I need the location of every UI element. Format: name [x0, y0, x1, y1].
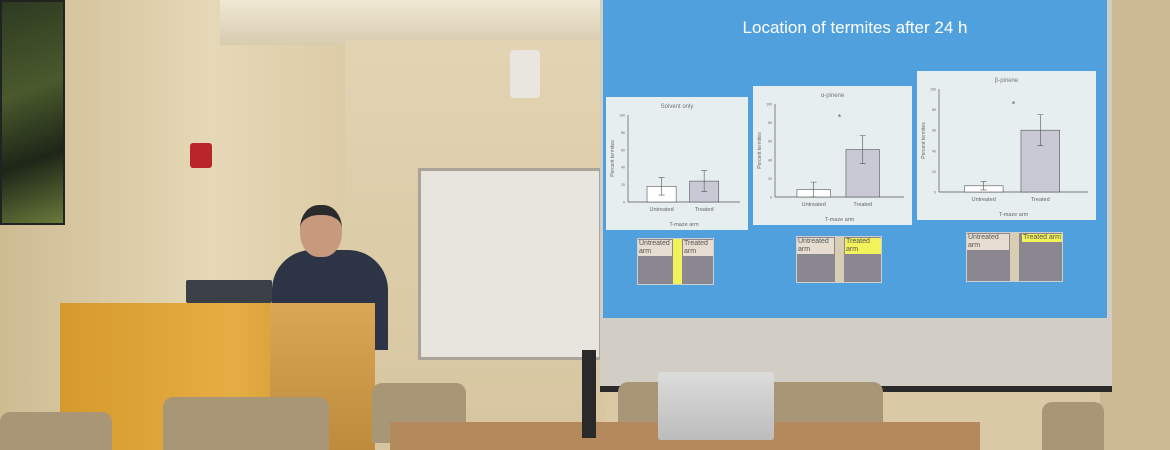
chart-alpha-pinene: α-pinene 0 20 40 60 80 100 Percent termites T-ma…	[753, 86, 912, 225]
y-axis-label: Percent termites	[921, 122, 927, 159]
y-tick-label: 20	[932, 170, 936, 174]
y-tick-label: 40	[768, 158, 772, 162]
treated-arm-label: Treated arm	[1022, 234, 1062, 242]
y-tick-label: 80	[768, 121, 772, 125]
y-tick-label: 20	[768, 177, 772, 181]
y-tick-label: 40	[621, 166, 625, 170]
chair	[163, 397, 329, 450]
error-bar	[1037, 114, 1044, 146]
ceiling-speaker	[510, 50, 540, 98]
treated-arm-label: Treated arm	[683, 240, 713, 256]
chart-solvent-only: Solvent only 0 20 40 60 80 100 Percent termites…	[606, 97, 748, 230]
untreated-arm-label: Untreated arm	[638, 240, 672, 256]
x-tick-label: Untreated	[972, 197, 996, 203]
chart-beta-pinene: β-pinene 0 20 40 60 80 100 Percent termites T-ma…	[917, 71, 1096, 220]
chart-title: α-pinene	[821, 93, 845, 99]
error-bar	[980, 181, 987, 191]
y-tick-label: 20	[621, 183, 625, 187]
untreated-arm-label: Untreated arm	[967, 234, 1009, 250]
tmaze-photo: Untreated arm Treated arm	[637, 238, 714, 285]
y-tick-label: 80	[621, 131, 625, 135]
x-tick-label: Treated	[695, 207, 714, 213]
tmaze-photo: Untreated arm Treated arm	[966, 232, 1063, 282]
chair	[1042, 402, 1104, 450]
y-tick-label: 60	[768, 140, 772, 144]
slide-title: Location of termites after 24 h	[742, 18, 968, 37]
wall-painting	[0, 0, 65, 225]
x-tick-label: Treated	[853, 202, 872, 208]
bar	[845, 149, 880, 198]
camera-tripod	[582, 350, 596, 438]
tmaze-stem	[835, 237, 844, 282]
fire-alarm	[190, 143, 212, 168]
treated-arm-label: Treated arm	[845, 238, 881, 254]
x-axis-label: T-maze arm	[669, 222, 699, 228]
x-tick-label: Untreated	[650, 207, 674, 213]
chart-title: β-pinene	[995, 78, 1019, 84]
y-tick-label: 100	[930, 88, 936, 92]
error-bar	[701, 170, 708, 192]
untreated-arm-label: Untreated arm	[797, 238, 834, 254]
significance-marker: *	[1012, 100, 1016, 110]
projected-slide: Location of termites after 24 h Solvent …	[603, 0, 1107, 318]
chair	[0, 412, 112, 450]
y-axis-label: Percent termites	[757, 132, 763, 169]
y-tick-label: 100	[766, 103, 772, 107]
y-tick-label: 60	[621, 148, 625, 152]
y-tick-label: 80	[932, 108, 936, 112]
laptop	[658, 372, 774, 440]
y-tick-label: 60	[932, 129, 936, 133]
y-tick-label: 0	[770, 196, 772, 200]
tmaze-stem	[1010, 233, 1019, 281]
y-tick-label: 40	[932, 149, 936, 153]
y-tick-label: 0	[934, 191, 936, 195]
significance-marker: *	[838, 113, 842, 123]
x-tick-label: Treated	[1031, 197, 1050, 203]
tmaze-stem	[673, 239, 682, 284]
x-axis-label: T-maze arm	[825, 217, 855, 223]
error-bar	[810, 181, 817, 198]
y-tick-label: 100	[619, 114, 625, 118]
podium-laptop	[186, 280, 272, 303]
error-bar	[658, 177, 665, 196]
presenter-head	[300, 205, 342, 257]
x-axis-label: T-maze arm	[999, 212, 1029, 218]
error-bar	[859, 135, 866, 164]
whiteboard	[418, 168, 602, 360]
y-axis-label: Percent termites	[610, 140, 616, 177]
x-tick-label: Untreated	[802, 202, 826, 208]
ceiling	[220, 0, 620, 45]
chart-title: Solvent only	[661, 104, 694, 110]
y-tick-label: 0	[623, 201, 625, 205]
tmaze-photo: Untreated arm Treated arm	[796, 236, 882, 283]
